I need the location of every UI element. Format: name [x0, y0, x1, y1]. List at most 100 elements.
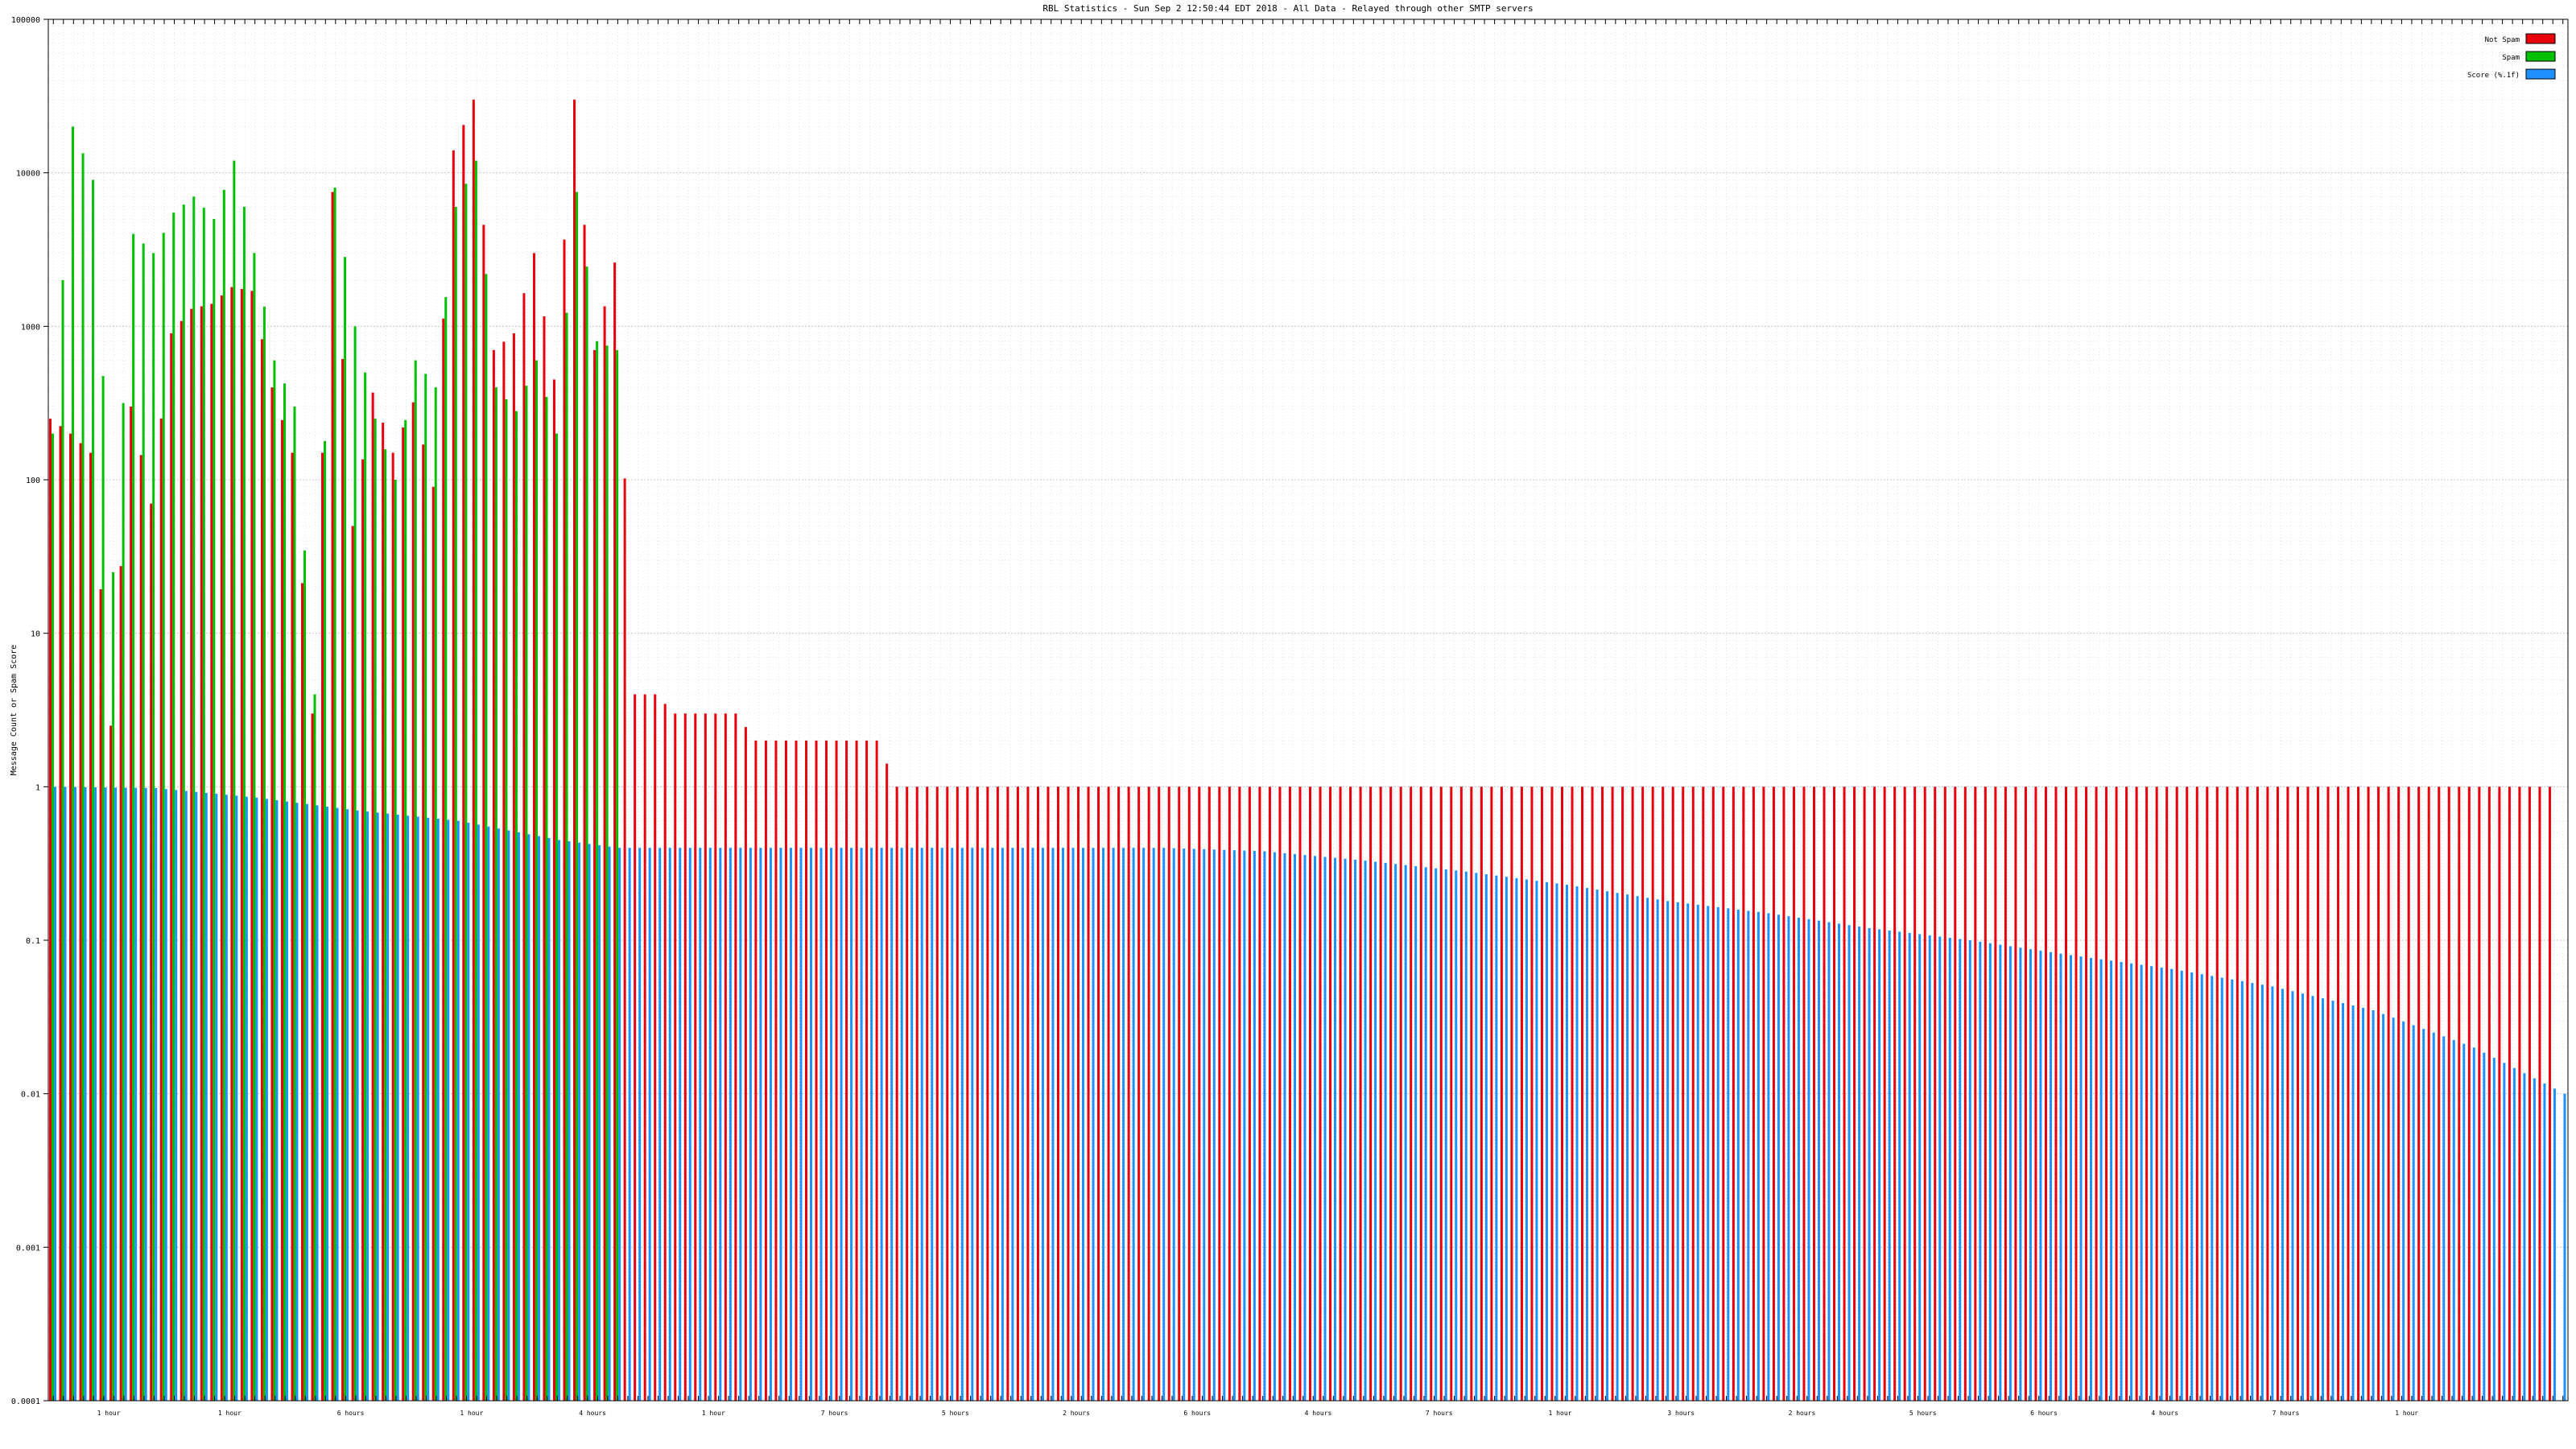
bar-not-spam-194	[2004, 786, 2007, 1401]
bar-score-1f--188	[1948, 937, 1951, 1401]
bar-score-1f--99	[1051, 848, 1055, 1401]
bar-score-1f--113	[1192, 848, 1195, 1401]
bar-score-1f--138	[1444, 869, 1447, 1401]
bar-score-1f--30	[356, 810, 359, 1401]
bar-not-spam-179	[1853, 786, 1856, 1401]
bar-score-1f--168	[1747, 910, 1750, 1401]
bar-not-spam-13	[180, 320, 183, 1401]
bar-score-1f--179	[1858, 927, 1861, 1401]
bar-not-spam-55	[603, 306, 606, 1402]
bar-not-spam-66	[714, 713, 717, 1401]
bar-not-spam-235	[2417, 786, 2421, 1401]
bar-score-1f--154	[1606, 891, 1609, 1401]
bar-not-spam-241	[2478, 786, 2481, 1401]
bar-not-spam-164	[1702, 786, 1705, 1401]
bar-score-1f--123	[1293, 853, 1296, 1401]
bar-spam-3	[81, 153, 85, 1401]
bar-not-spam-94	[996, 786, 999, 1401]
bar-score-1f--51	[568, 841, 571, 1401]
bar-score-1f--23	[285, 801, 288, 1401]
bar-not-spam-148	[1540, 786, 1543, 1401]
bar-not-spam-64	[694, 713, 697, 1401]
bar-not-spam-133	[1389, 786, 1393, 1401]
y-tick-label: 0.0001	[11, 1397, 40, 1406]
bar-spam-48	[535, 360, 538, 1401]
bar-score-1f--236	[2432, 1032, 2435, 1401]
bar-spam-25	[303, 550, 306, 1402]
bar-score-1f--198	[2049, 952, 2052, 1401]
bar-score-1f--228	[2351, 1005, 2355, 1401]
bar-score-1f--79	[850, 848, 853, 1401]
chart-title: RBL Statistics - Sun Sep 2 12:50:44 EDT …	[1042, 3, 1533, 14]
bar-score-1f--216	[2231, 979, 2234, 1401]
bar-score-1f--100	[1062, 848, 1064, 1401]
bar-score-1f--104	[1102, 848, 1105, 1401]
bar-not-spam-246	[2528, 786, 2531, 1401]
bar-spam-4	[92, 180, 95, 1401]
bar-not-spam-166	[1722, 786, 1725, 1401]
bar-spam-18	[233, 160, 236, 1401]
bar-score-1f--66	[719, 848, 722, 1401]
bar-not-spam-15	[200, 306, 203, 1402]
bar-not-spam-73	[784, 740, 787, 1401]
bar-not-spam-147	[1530, 786, 1534, 1401]
y-tick-label: 0.001	[16, 1244, 40, 1253]
bar-score-1f--22	[275, 800, 279, 1401]
x-tick-label: 1 hour	[218, 1410, 242, 1417]
bar-not-spam-210	[2165, 786, 2169, 1401]
bar-spam-27	[324, 440, 327, 1402]
bar-score-1f--110	[1162, 848, 1166, 1401]
bar-spam-13	[182, 204, 185, 1402]
bar-not-spam-2	[69, 433, 72, 1401]
bar-not-spam-121	[1268, 786, 1271, 1401]
y-axis-label: Message Count or Spam Score	[10, 645, 19, 776]
bar-score-1f--19	[245, 796, 248, 1401]
bar-not-spam-156	[1621, 786, 1624, 1401]
bar-not-spam-16	[210, 303, 213, 1402]
bar-spam-14	[192, 196, 196, 1402]
bar-spam-34	[394, 480, 397, 1401]
bar-score-1f--82	[880, 848, 883, 1401]
bar-score-1f--94	[1001, 848, 1004, 1401]
bar-score-1f--53	[588, 844, 591, 1401]
bar-spam-15	[202, 208, 205, 1401]
bar-score-1f--46	[517, 832, 520, 1401]
bar-score-1f--182	[1888, 930, 1891, 1401]
bar-spam-33	[384, 449, 387, 1402]
bar-score-1f--43	[487, 826, 490, 1401]
bar-score-1f--238	[2452, 1040, 2455, 1401]
bar-score-1f--187	[1938, 936, 1942, 1401]
bar-not-spam-87	[926, 786, 929, 1401]
bar-not-spam-116	[1218, 786, 1221, 1401]
bar-not-spam-12	[170, 333, 173, 1402]
bar-not-spam-224	[2306, 786, 2310, 1401]
bar-not-spam-115	[1208, 786, 1211, 1401]
bar-not-spam-150	[1561, 786, 1563, 1401]
bar-not-spam-72	[774, 740, 778, 1401]
bar-score-1f--237	[2442, 1036, 2446, 1401]
x-tick-label: 6 hours	[1183, 1410, 1211, 1417]
bar-score-1f--249	[2563, 1093, 2566, 1401]
bar-spam-7	[122, 402, 125, 1402]
bar-score-1f--170	[1767, 913, 1770, 1401]
bar-score-1f--144	[1505, 877, 1508, 1401]
bar-not-spam-187	[1934, 786, 1937, 1401]
bar-not-spam-236	[2427, 786, 2430, 1401]
bar-not-spam-61	[663, 704, 667, 1401]
bar-score-1f--121	[1273, 852, 1276, 1401]
bar-score-1f--6	[114, 787, 118, 1401]
bar-not-spam-117	[1228, 786, 1231, 1401]
bar-score-1f--165	[1716, 906, 1719, 1401]
bar-not-spam-197	[2034, 786, 2037, 1401]
bar-not-spam-225	[2317, 786, 2319, 1401]
bar-not-spam-244	[2508, 786, 2511, 1401]
x-tick-label: 7 hours	[2273, 1410, 2300, 1417]
bar-not-spam-149	[1550, 786, 1554, 1401]
bar-not-spam-228	[2347, 786, 2350, 1401]
bar-not-spam-188	[1943, 786, 1946, 1401]
bar-not-spam-191	[1974, 786, 1977, 1401]
bar-score-1f--215	[2220, 977, 2223, 1401]
bar-score-1f--245	[2523, 1073, 2526, 1401]
x-tick-label: 5 hours	[942, 1410, 969, 1417]
bar-not-spam-71	[764, 740, 767, 1401]
